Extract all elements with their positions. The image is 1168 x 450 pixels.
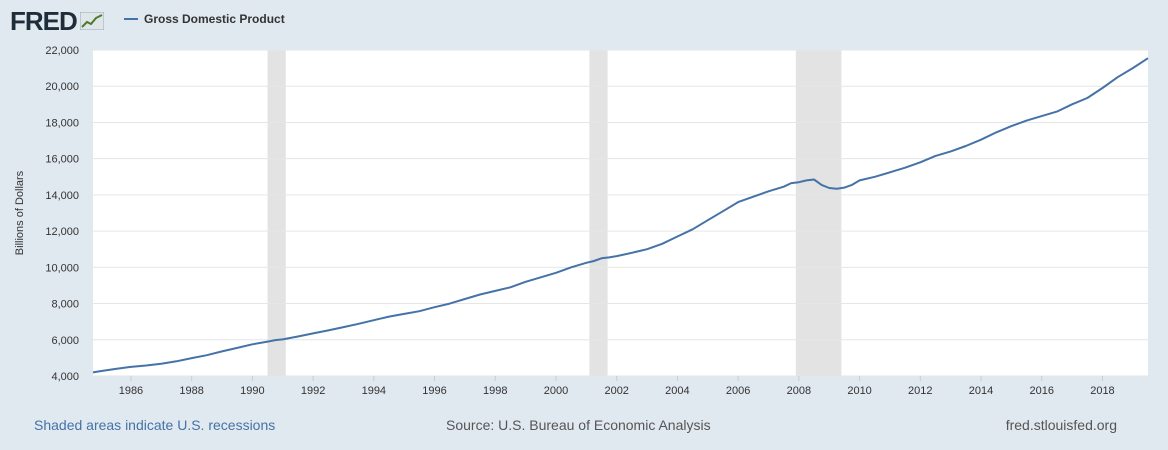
x-tick-label: 2012	[908, 385, 932, 397]
x-tick-label: 2016	[1029, 385, 1053, 397]
x-tick-label: 2010	[847, 385, 871, 397]
fred-logo-text: FRED	[10, 5, 78, 36]
y-tick-label: 8,000	[51, 299, 79, 311]
x-axis-tick-labels: 1986 1988 1990 1992 1994 1996 1998 2000 2002 2004…	[119, 376, 1115, 397]
x-tick-label: 1988	[179, 385, 203, 397]
x-tick-label: 1986	[119, 385, 143, 397]
y-axis-label: Billions of Dollars	[14, 170, 26, 255]
grid-lines	[93, 49, 1148, 377]
y-tick-label: 20,000	[45, 81, 79, 93]
x-tick-label: 2004	[665, 385, 689, 397]
recession-band	[589, 50, 608, 376]
legend[interactable]: Gross Domestic Product	[124, 12, 285, 26]
series-layer	[92, 57, 1149, 374]
y-axis-tick-labels: 4,000 6,000 8,000 10,000 12,000 14,000 16,000 1…	[45, 45, 79, 383]
y-tick-label: 4,000	[51, 371, 79, 383]
y-tick-label: 10,000	[45, 262, 79, 274]
chart-header: FRED Gross Domestic Product	[0, 0, 1168, 40]
recession-bands	[267, 50, 842, 376]
plot-area	[93, 50, 1148, 376]
y-tick-label: 14,000	[45, 190, 79, 202]
x-tick-label: 1994	[362, 385, 386, 397]
y-tick-label: 22,000	[45, 45, 79, 57]
x-tick-label: 2008	[787, 385, 811, 397]
gdp-series-line[interactable]	[92, 57, 1149, 374]
y-tick-label: 6,000	[51, 335, 79, 347]
x-tick-label: 2002	[604, 385, 628, 397]
x-tick-label: 1996	[422, 385, 446, 397]
x-tick-label: 2000	[544, 385, 568, 397]
source-text: Source: U.S. Bureau of Economic Analysis	[446, 417, 711, 433]
site-link[interactable]: fred.stlouisfed.org	[1005, 417, 1117, 433]
legend-swatch	[124, 18, 138, 20]
y-tick-label: 18,000	[45, 117, 79, 129]
recession-band	[267, 50, 286, 376]
x-tick-label: 1990	[240, 385, 264, 397]
recession-band	[795, 50, 842, 376]
recession-note-link[interactable]: Shaded areas indicate U.S. recessions	[34, 417, 276, 433]
trend-chart-icon	[79, 12, 104, 30]
fred-logo[interactable]: FRED	[10, 6, 104, 36]
x-tick-label: 2006	[726, 385, 750, 397]
y-tick-label: 16,000	[45, 154, 79, 166]
legend-label: Gross Domestic Product	[144, 12, 285, 26]
x-tick-label: 1992	[301, 385, 325, 397]
x-tick-label: 1998	[483, 385, 507, 397]
y-tick-label: 12,000	[45, 226, 79, 238]
x-tick-label: 2018	[1090, 385, 1114, 397]
x-tick-label: 2014	[969, 385, 993, 397]
